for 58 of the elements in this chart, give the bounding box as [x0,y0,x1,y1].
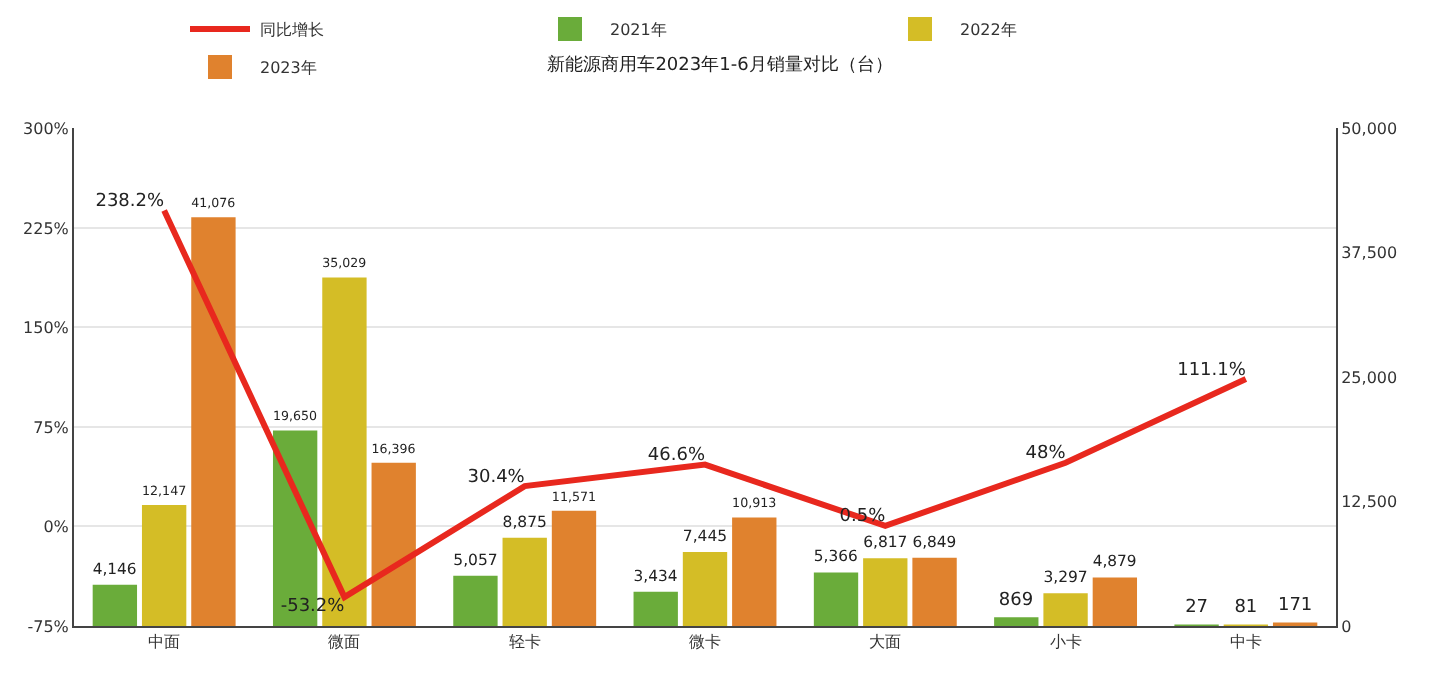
legend-label: 2021年 [610,21,667,40]
y2-tick-label: 12,500 [1341,493,1398,512]
data-label: 3,434 [633,566,678,585]
bar [1092,577,1138,626]
data-label: 46.6% [647,446,706,467]
y-tick-label: 300% [23,120,70,138]
x-tick-label: 小卡 [1049,633,1082,652]
y-tick-label: -75% [27,617,70,636]
data-label: 81 [1234,598,1258,619]
data-label: 27 [1185,598,1209,619]
y-tick-label: 75% [33,418,70,437]
data-label: 4,879 [1092,552,1137,571]
data-label: 5,057 [453,550,498,569]
x-tick-label: 轻卡 [508,633,541,652]
bar [371,462,416,626]
chart-title: 新能源商用车2023年1-6月销量对比（台） [547,54,893,77]
x-tick-label: 微面 [328,633,361,652]
y2-tick-label: 25,000 [1341,368,1398,387]
legend-label: 2023年 [260,59,317,78]
data-label: 238.2% [95,191,166,212]
y2-tick-label: 37,500 [1341,244,1398,263]
data-label: 171 [1277,596,1313,617]
bar [92,584,138,626]
x-tick-label: 大面 [869,633,902,652]
x-tick-label: 中卡 [1229,633,1262,652]
y-tick-label: 150% [23,319,70,338]
bar [141,505,187,626]
data-label: 5,366 [813,547,858,566]
x-tick-label: 中面 [148,633,181,652]
data-label: 6,817 [863,533,908,551]
bar [682,551,728,626]
bar [453,575,498,626]
x-tick-label: 微卡 [689,633,721,652]
legend-label: 同比增长 [260,21,324,40]
data-label: 111.1% [1177,360,1247,381]
bar [863,558,908,626]
data-label: 7,445 [682,526,728,545]
y2-tick-label: 50,000 [1341,120,1398,138]
data-label: 4,146 [92,559,137,578]
bar [502,537,547,626]
data-label: 869 [998,591,1034,612]
bar [994,617,1039,626]
bar [191,217,236,626]
data-label: 48% [1025,444,1067,465]
bar [912,557,957,626]
bar [813,572,859,626]
y-tick-label: 0% [43,518,70,537]
bar [1043,593,1088,626]
data-label: 6,849 [912,532,957,551]
data-label: 30.4% [467,467,526,488]
y2-tick-label: 0 [1341,617,1352,636]
data-label: 8,875 [502,512,547,531]
legend-label: 2022年 [960,21,1017,40]
bar [732,517,777,626]
bar [633,591,678,626]
y-tick-label: 225% [23,219,70,238]
bar [551,510,597,626]
data-label: 3,297 [1043,568,1088,587]
